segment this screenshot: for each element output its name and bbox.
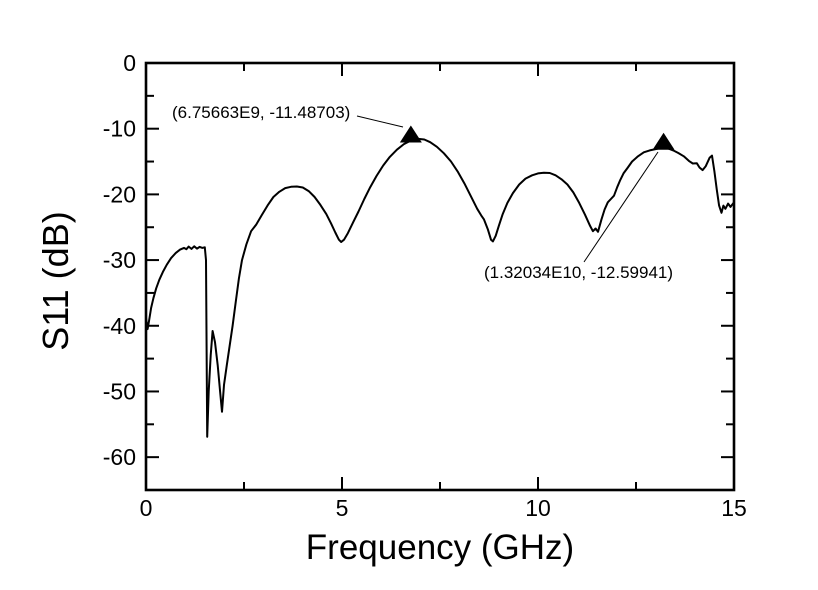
s11-curve xyxy=(145,137,735,438)
y-tick-label: 0 xyxy=(123,50,136,76)
y-tick-label: -10 xyxy=(103,116,136,142)
x-axis-title: Frequency (GHz) xyxy=(305,528,575,567)
x-tick-label: 0 xyxy=(140,495,153,521)
annotation-leader-line-2 xyxy=(583,151,659,263)
data-marker-triangle-1 xyxy=(399,125,422,143)
y-tick-label: -30 xyxy=(103,247,136,273)
marker-annotation-1: (6.75663E9, -11.48703) xyxy=(172,103,351,122)
y-axis-title: S11 (dB) xyxy=(35,211,76,351)
x-tick-label: 5 xyxy=(336,495,349,521)
y-tick-label: -40 xyxy=(103,313,136,339)
annotation-leader-line-1 xyxy=(356,115,404,128)
marker-annotation-2: (1.32034E10, -12.59941) xyxy=(484,263,674,282)
y-tick-label: -20 xyxy=(103,181,136,207)
x-tick-label: 10 xyxy=(525,495,551,521)
plot-frame xyxy=(144,61,736,492)
data-marker-triangle-2 xyxy=(652,132,675,150)
y-tick-label: -60 xyxy=(103,444,136,470)
x-tick-label: 15 xyxy=(721,495,747,521)
y-tick-label: -50 xyxy=(103,379,136,405)
